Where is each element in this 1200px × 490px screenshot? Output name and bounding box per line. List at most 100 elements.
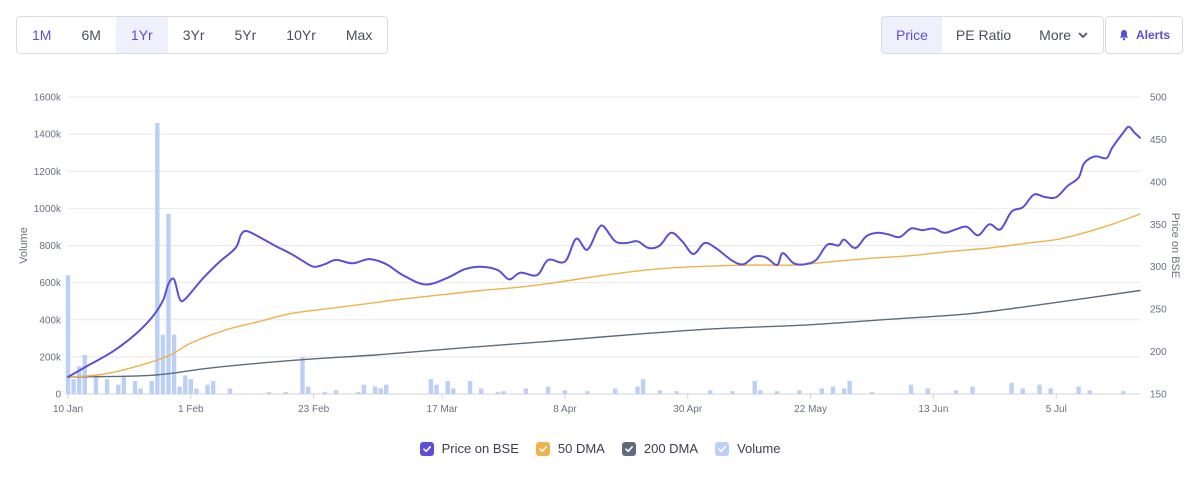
50-dma-line (67, 213, 1141, 378)
volume-bar (283, 392, 288, 394)
volume-bar (953, 390, 958, 394)
volume-bar (523, 388, 529, 394)
x-tick-label: 5 Jul (1046, 404, 1067, 415)
chart-legend: Price on BSE 50 DMA 200 DMA Volume (0, 441, 1200, 456)
volume-bar (160, 334, 166, 394)
volume-bar (445, 381, 450, 394)
price-on-bse-line (67, 125, 1141, 378)
volume-bar (71, 379, 76, 394)
volume-bar (830, 386, 836, 394)
x-tick-label: 23 Feb (298, 404, 330, 415)
volume-bar (562, 390, 568, 394)
x-tick-label: 17 Mar (427, 404, 459, 415)
volume-bar (428, 379, 434, 394)
legend-200-dma[interactable]: 200 DMA (621, 441, 698, 456)
volume-bar (657, 390, 663, 394)
volume-bar (384, 384, 389, 394)
volume-bar (210, 381, 216, 394)
volume-bar (1048, 388, 1053, 394)
view-more-button[interactable]: More (1025, 17, 1103, 53)
bell-icon (1119, 30, 1129, 41)
y-left-tick-label: 0 (55, 390, 61, 401)
volume-bar (495, 392, 501, 394)
range-button-1m[interactable]: 1M (32, 27, 52, 43)
range-selector: 1M 6M 1Yr 3Yr 5Yr 10Yr Max (16, 16, 389, 54)
volume-bar (501, 391, 506, 394)
y-left-tick-label: 1200k (34, 167, 62, 178)
volume-bar (908, 384, 914, 394)
volume-bar (925, 388, 931, 394)
checkbox-checked-icon (715, 441, 730, 456)
range-button-3yr[interactable]: 3Yr (182, 27, 205, 43)
volume-bar (730, 391, 735, 394)
y-left-tick-label: 1400k (34, 130, 62, 141)
y-left-tick-label: 400k (39, 315, 62, 326)
y-left-tick-label: 600k (39, 278, 62, 289)
legend-price-on-bse[interactable]: Price on BSE (419, 441, 519, 456)
range-button-max[interactable]: Max (345, 27, 373, 43)
volume-bar (774, 391, 780, 394)
volume-bar (758, 390, 763, 394)
volume-bar (177, 386, 182, 394)
x-tick-label: 10 Jan (53, 404, 83, 415)
volume-bar (93, 377, 99, 394)
volume-bar (188, 379, 194, 394)
legend-50-dma[interactable]: 50 DMA (535, 441, 605, 456)
range-button-10yr[interactable]: 10Yr (286, 27, 316, 43)
x-tick-label: 8 Apr (553, 404, 577, 415)
legend-volume[interactable]: Volume (715, 441, 780, 456)
x-tick-label: 1 Feb (178, 404, 204, 415)
y-left-axis-title: Volume (18, 227, 30, 264)
volume-bar (612, 388, 618, 394)
legend-label: Volume (737, 441, 781, 456)
volume-bar (478, 388, 484, 394)
checkbox-checked-icon (535, 441, 550, 456)
volume-bar (121, 375, 127, 394)
volume-bar (166, 213, 171, 394)
alerts-label: Alerts (1135, 28, 1170, 42)
more-label: More (1039, 27, 1072, 43)
volume-bar (585, 391, 590, 394)
y-right-tick-label: 150 (1150, 390, 1167, 401)
price-chart: 0 200k 400k 600k 800k 1000k 1200k 1400k 1600k 150… (18, 93, 1181, 416)
y-right-tick-label: 200 (1150, 347, 1167, 358)
volume-bar (1037, 384, 1042, 394)
y-right-tick-label: 450 (1150, 135, 1167, 146)
alerts-button[interactable]: Alerts (1105, 16, 1183, 54)
view-price-button[interactable]: Price (882, 17, 942, 53)
volume-bar (183, 375, 188, 394)
checkbox-checked-icon (419, 441, 434, 456)
y-left-tick-label: 200k (39, 352, 62, 363)
volume-bar (970, 386, 975, 394)
volume-bar (378, 388, 383, 394)
range-button-1yr[interactable]: 1Yr (115, 17, 168, 53)
volume-bar (451, 388, 456, 394)
range-button-6m[interactable]: 6M (81, 27, 101, 43)
volume-bar (819, 388, 824, 394)
x-tick-label: 22 May (794, 404, 827, 415)
volume-bar (841, 388, 847, 394)
volume-bar (434, 384, 439, 394)
view-pe-ratio-button[interactable]: PE Ratio (955, 27, 1012, 43)
volume-bar (674, 391, 679, 394)
volume-bar (205, 384, 210, 394)
checkbox-checked-icon (621, 441, 636, 456)
x-tick-label: 13 Jun (918, 404, 948, 415)
volume-bar (356, 392, 361, 394)
y-right-tick-label: 350 (1150, 220, 1167, 231)
y-right-tick-label: 400 (1150, 177, 1167, 188)
volume-bar (171, 334, 177, 394)
y-right-axis-title: Price on BSE (1169, 213, 1181, 278)
volume-bar (1121, 391, 1126, 394)
volume-bar (707, 390, 713, 394)
volume-bar (227, 388, 233, 394)
view-selector: Price PE Ratio More (881, 16, 1105, 54)
volume-bar (361, 384, 367, 394)
y-left-tick-label: 1600k (34, 93, 62, 104)
y-left-tick-label: 1000k (34, 204, 62, 215)
volume-bar (322, 392, 328, 394)
range-button-5yr[interactable]: 5Yr (234, 27, 257, 43)
200-dma-line (67, 289, 1141, 378)
volume-bar (149, 381, 154, 394)
volume-bar (155, 122, 160, 395)
